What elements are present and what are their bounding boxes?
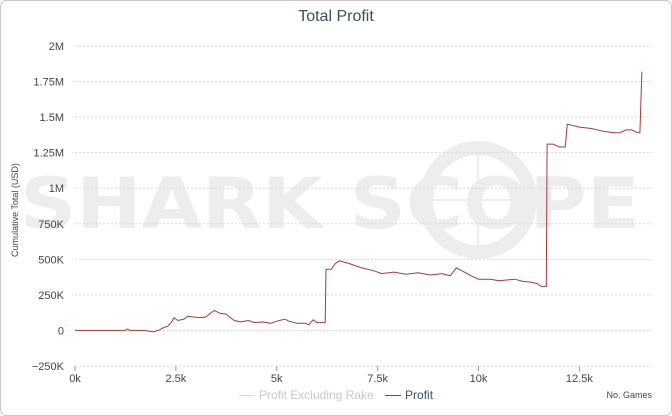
x-tick-label: 5k (271, 373, 283, 385)
y-tick-label: 1.5M (40, 112, 64, 124)
sharkscope-watermark: SHARK SCOPE (20, 141, 640, 259)
series-line-profit (75, 71, 643, 333)
y-tick-label: 250K (38, 290, 64, 302)
y-tick-label: 1.25M (33, 148, 64, 160)
x-axis-label: No. Games (606, 390, 652, 400)
y-tick-label: 2M (49, 41, 64, 53)
legend-label: Profit (405, 388, 434, 402)
x-tick-label: 12.5k (566, 373, 593, 385)
x-tick-label: 7.5k (367, 373, 388, 385)
x-tick-label: 10k (470, 373, 488, 385)
legend-swatch (385, 395, 402, 397)
y-tick-label: 1.75M (33, 77, 64, 89)
y-tick-label: 1M (49, 183, 64, 195)
legend: Profit Excluding Rake Profit (0, 388, 672, 402)
y-tick-label: 0 (58, 325, 64, 337)
y-tick-label: 750K (38, 219, 64, 231)
crosshair-icon (419, 141, 537, 259)
legend-swatch (238, 395, 255, 397)
x-tick-label: 2.5k (165, 373, 186, 385)
x-tick-label: 0k (69, 373, 81, 385)
chart-title: Total Profit (298, 8, 374, 25)
y-tick-label: −250K (32, 361, 65, 373)
y-axis-label: Cumulative Total (USD) (10, 163, 20, 257)
legend-item-profit[interactable]: Profit (385, 388, 433, 402)
legend-label: Profit Excluding Rake (258, 388, 374, 402)
legend-item-profit-excluding-rake[interactable]: Profit Excluding Rake (238, 388, 374, 402)
y-tick-label: 500K (38, 254, 64, 266)
